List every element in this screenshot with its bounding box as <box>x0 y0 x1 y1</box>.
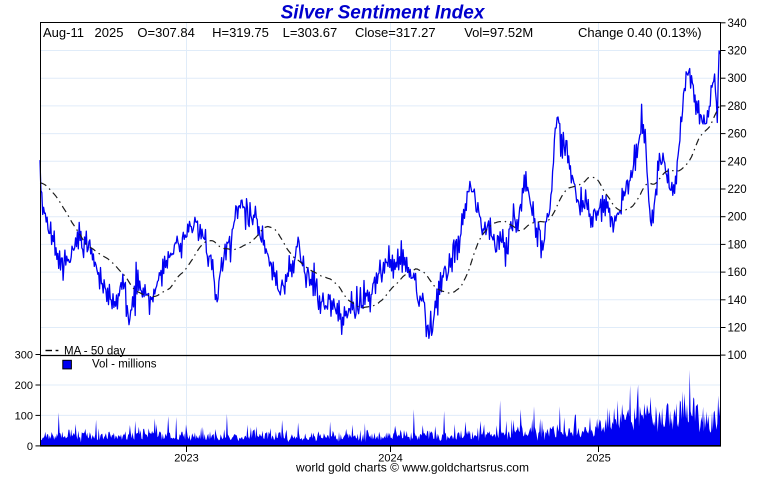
svg-text:0: 0 <box>27 441 33 453</box>
svg-text:2025: 2025 <box>95 25 124 40</box>
svg-text:160: 160 <box>728 267 747 279</box>
svg-text:H=319.75: H=319.75 <box>212 25 269 40</box>
svg-text:Vol=97.52M: Vol=97.52M <box>464 25 533 40</box>
svg-text:Vol - millions: Vol - millions <box>92 358 157 370</box>
svg-text:100: 100 <box>728 350 747 362</box>
svg-text:L=303.67: L=303.67 <box>283 25 338 40</box>
svg-text:2023: 2023 <box>174 453 198 465</box>
svg-text:Close=317.27: Close=317.27 <box>355 25 436 40</box>
svg-text:200: 200 <box>728 212 747 224</box>
svg-text:2024: 2024 <box>378 453 402 465</box>
svg-text:100: 100 <box>15 410 33 422</box>
svg-text:2025: 2025 <box>586 453 610 465</box>
svg-text:320: 320 <box>728 46 747 58</box>
svg-text:MA - 50 day: MA - 50 day <box>64 345 126 357</box>
svg-text:340: 340 <box>728 18 747 30</box>
svg-text:280: 280 <box>728 101 747 113</box>
svg-text:120: 120 <box>728 323 747 335</box>
svg-text:300: 300 <box>15 350 33 362</box>
svg-text:260: 260 <box>728 129 747 141</box>
svg-text:140: 140 <box>728 295 747 307</box>
svg-text:Change 0.40 (0.13%): Change 0.40 (0.13%) <box>578 25 702 40</box>
svg-text:200: 200 <box>15 380 33 392</box>
svg-text:Aug-11: Aug-11 <box>43 25 84 40</box>
svg-text:world gold charts © www.goldch: world gold charts © www.goldchartsrus.co… <box>295 461 529 475</box>
svg-text:O=307.84: O=307.84 <box>137 25 194 40</box>
svg-text:220: 220 <box>728 184 747 196</box>
svg-text:180: 180 <box>728 239 747 251</box>
svg-text:240: 240 <box>728 156 747 168</box>
svg-text:300: 300 <box>728 73 747 85</box>
svg-text:Silver Sentiment Index: Silver Sentiment Index <box>281 2 486 23</box>
